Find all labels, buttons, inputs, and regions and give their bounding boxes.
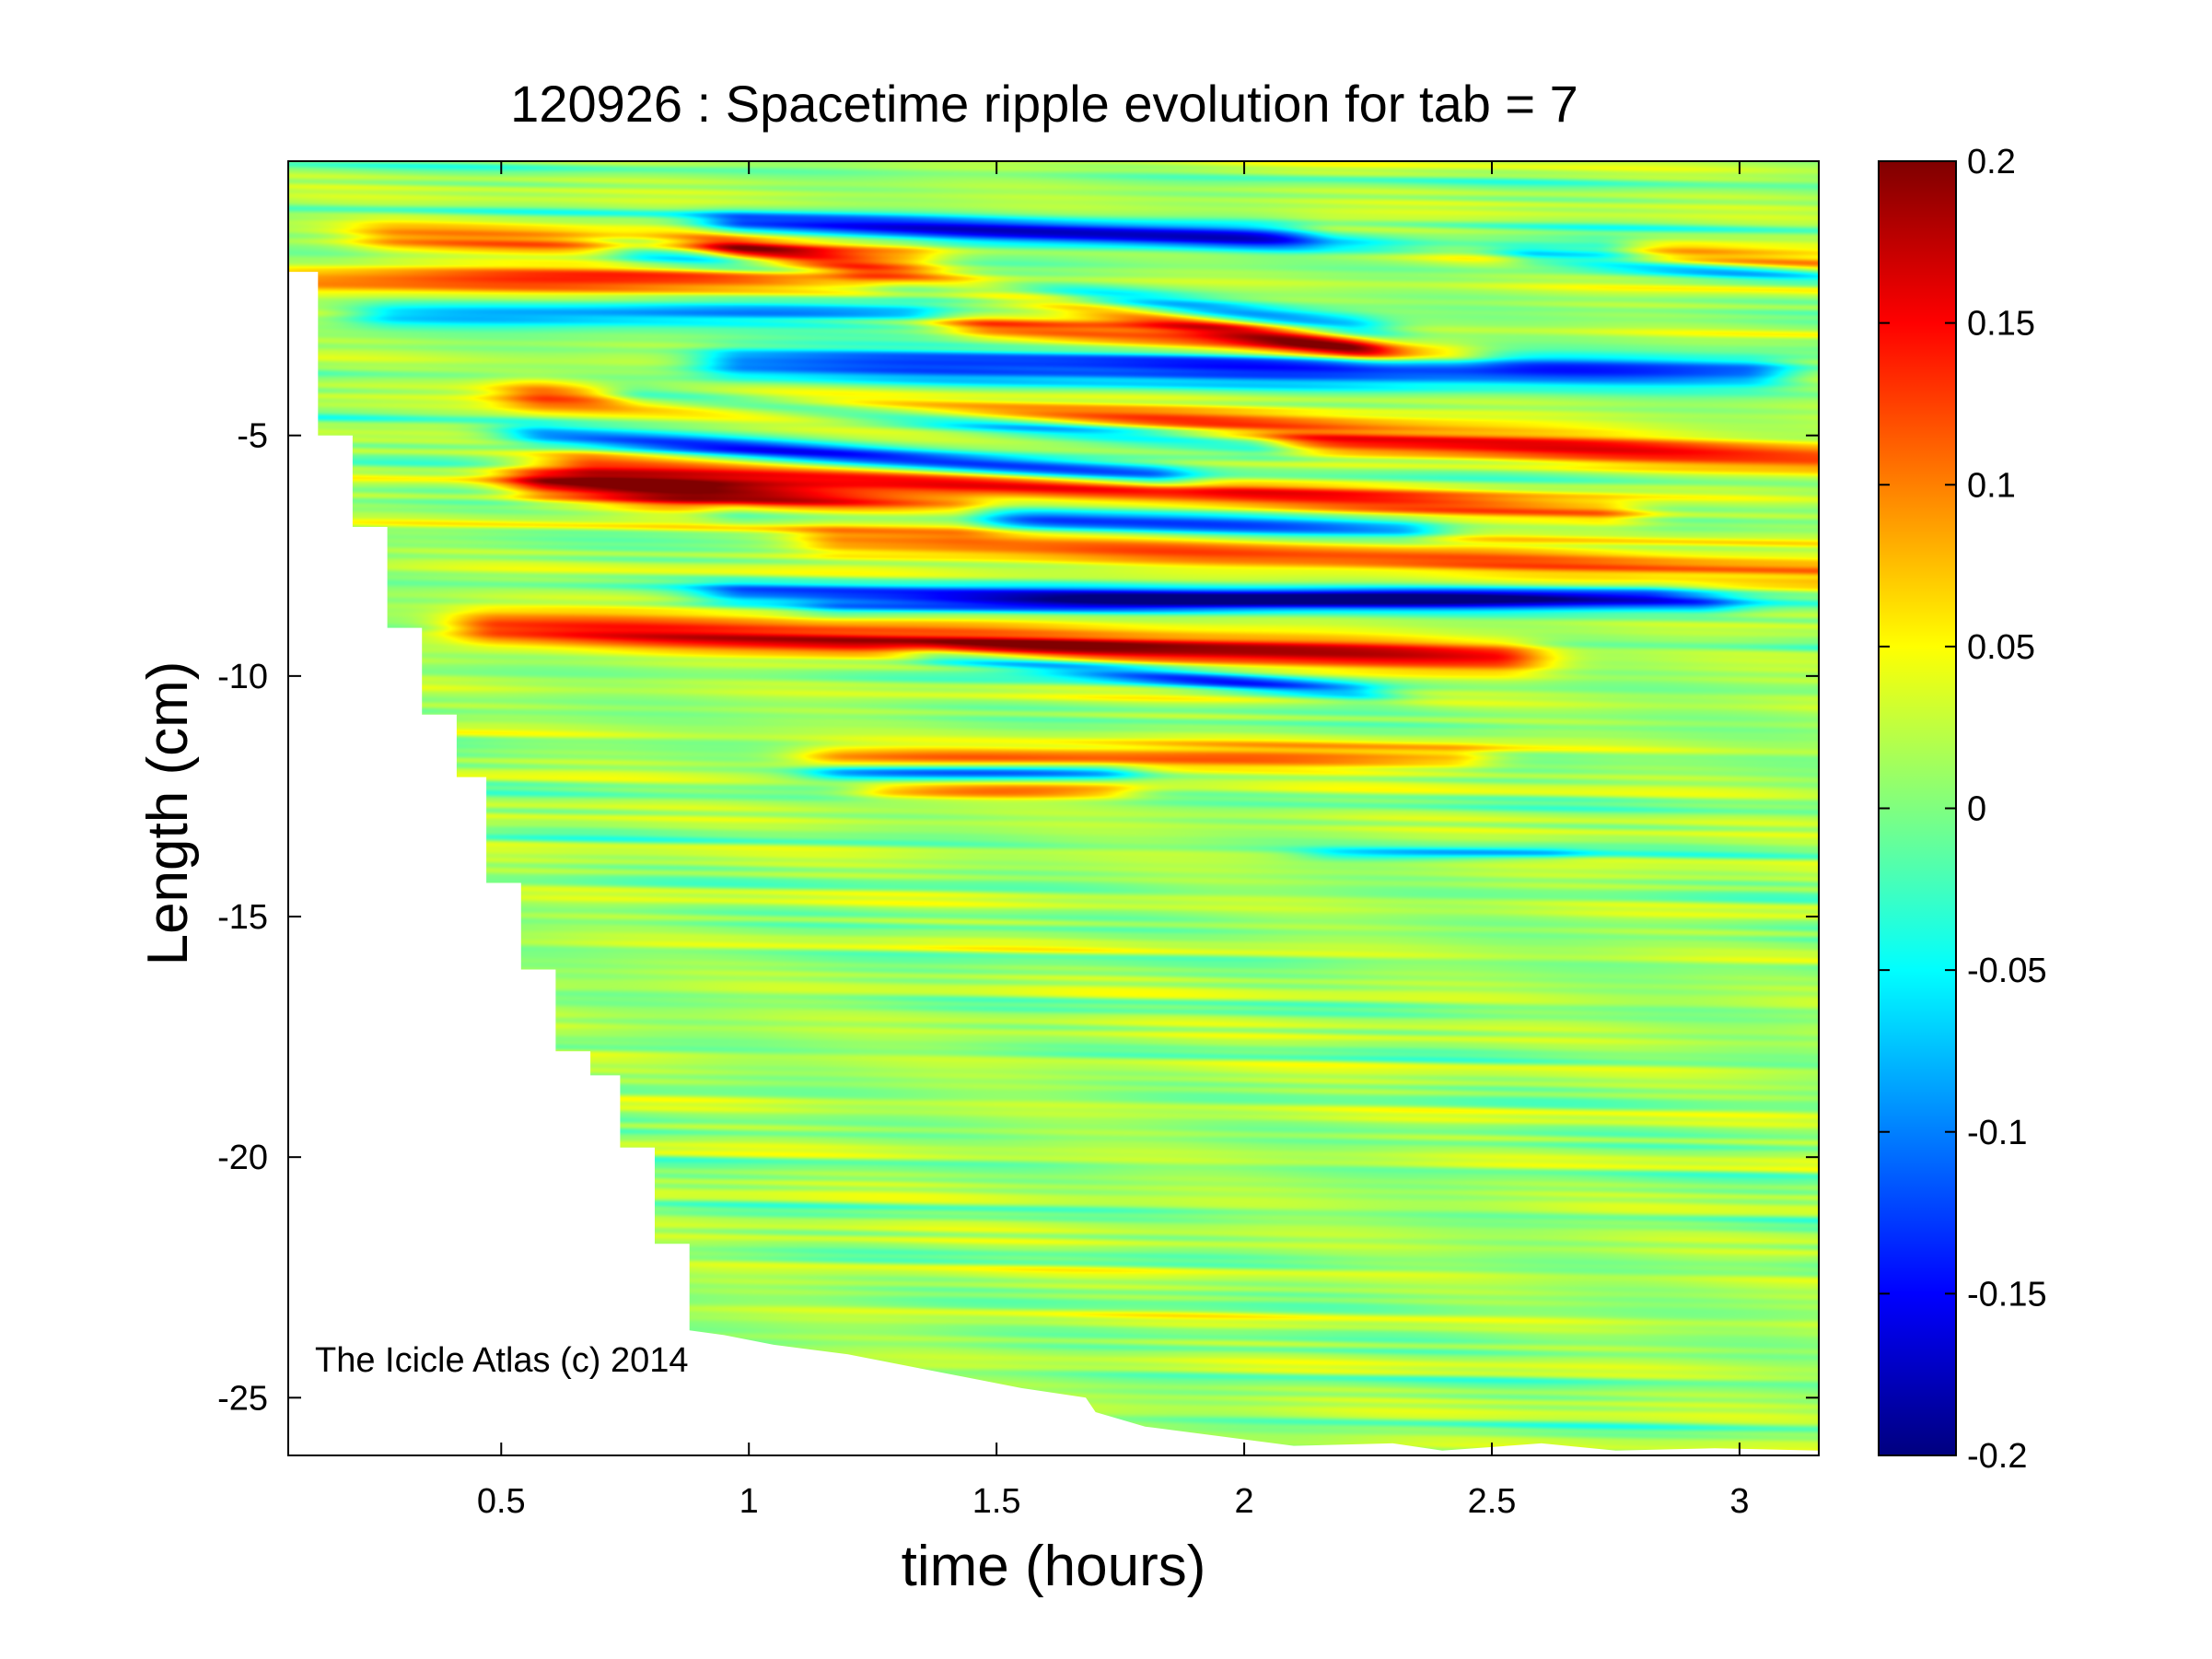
colorbar-tick-label: 0.05: [1967, 628, 2035, 667]
y-tick-label: -5: [237, 417, 268, 456]
x-tick-label: 2: [1235, 1482, 1254, 1521]
y-tick-label: -25: [217, 1379, 268, 1418]
x-axis-label: time (hours): [902, 1535, 1206, 1598]
colorbar-tick-label: -0.15: [1967, 1275, 2047, 1314]
watermark-text: The Icicle Atlas (c) 2014: [315, 1341, 689, 1380]
icicle-tip-mask: [288, 272, 1819, 1455]
colorbar: 0.2 0.15 0.1 0.05 0 -0.05 -0.1 -0.15 -0.2: [1878, 143, 2047, 1476]
chart-title: 120926 : Spacetime ripple evolution for …: [510, 75, 1578, 133]
colorbar-tick-label: 0: [1967, 790, 1986, 829]
y-tick-label: -15: [217, 898, 268, 937]
x-tick-label: 0.5: [477, 1482, 526, 1521]
colorbar-ticks: 0.2 0.15 0.1 0.05 0 -0.05 -0.1 -0.15 -0.2: [1879, 143, 2047, 1476]
colorbar-tick-label: 0.15: [1967, 305, 2035, 344]
plot-frame: [287, 160, 1820, 1456]
x-tick-label: 3: [1729, 1482, 1749, 1521]
y-axis-ticks: -5 -10 -15 -20 -25: [217, 417, 1819, 1418]
y-tick-label: -20: [217, 1139, 268, 1177]
colorbar-tick-label: -0.1: [1967, 1114, 2027, 1152]
x-axis-ticks: 0.5 1 1.5 2 2.5 3: [477, 161, 1750, 1521]
colorbar-tick-label: -0.05: [1967, 952, 2047, 990]
y-axis-label: Length (cm): [136, 661, 200, 966]
colorbar-tick-label: 0.2: [1967, 143, 2016, 181]
colorbar-tick-label: -0.2: [1967, 1437, 2027, 1476]
colorbar-tick-label: 0.1: [1967, 466, 2016, 505]
x-tick-label: 1.5: [972, 1482, 1021, 1521]
x-tick-label: 1: [739, 1482, 759, 1521]
y-tick-label: -10: [217, 658, 268, 696]
colorbar-gradient: [1878, 160, 1957, 1456]
x-tick-label: 2.5: [1468, 1482, 1517, 1521]
heatmap-plot-area: 0.5 1 1.5 2 2.5 3 -5 -10 -15 -20 -25: [217, 160, 1820, 1521]
